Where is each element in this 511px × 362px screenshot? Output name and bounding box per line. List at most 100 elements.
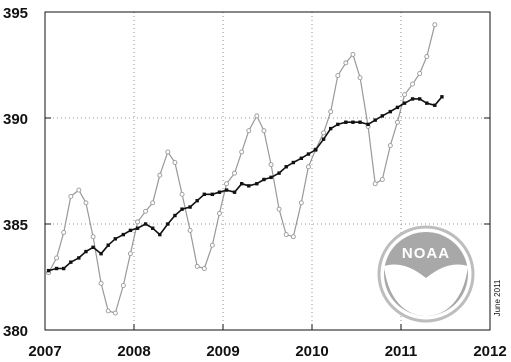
- trend-point: [440, 95, 444, 99]
- trend-point: [84, 249, 88, 254]
- seasonal-point: [402, 92, 408, 98]
- trend-point: [306, 152, 311, 156]
- seasonal-point: [417, 71, 423, 76]
- seasonal-point: [261, 128, 267, 134]
- grid: [45, 12, 490, 330]
- trend-point: [417, 97, 422, 101]
- trend-point: [195, 198, 199, 203]
- trend-point: [173, 213, 177, 218]
- trend-point: [269, 175, 273, 180]
- seasonal-point: [194, 263, 200, 269]
- seasonal-point: [216, 210, 222, 216]
- trend-point: [380, 114, 385, 118]
- trend-point: [106, 243, 110, 247]
- trend-point: [366, 122, 370, 127]
- x-tick-label: 2009: [206, 343, 239, 360]
- trend-point: [46, 268, 51, 273]
- trend-point: [328, 126, 333, 131]
- trend-point: [395, 105, 400, 110]
- seasonal-point: [83, 200, 89, 206]
- seasonal-point: [298, 200, 304, 206]
- trend-point: [188, 205, 192, 209]
- trend-point: [344, 120, 348, 124]
- y-tick-label: 380: [3, 323, 28, 340]
- trend-point: [166, 222, 170, 226]
- trend-point: [54, 266, 59, 271]
- seasonal-point: [394, 119, 400, 125]
- seasonal-point: [112, 310, 118, 316]
- series-layer: [46, 22, 444, 316]
- seasonal-point: [179, 191, 185, 197]
- y-tick-label: 390: [3, 111, 28, 128]
- trend-point: [313, 148, 318, 152]
- seasonal-point: [187, 227, 193, 233]
- seasonal-point: [105, 308, 111, 314]
- seasonal-point: [268, 162, 274, 168]
- trend-point: [210, 192, 215, 197]
- trend-point: [410, 97, 415, 101]
- trend-point: [284, 165, 288, 169]
- seasonal-point: [432, 22, 438, 28]
- seasonal-point: [410, 81, 416, 87]
- seasonal-point: [350, 51, 356, 57]
- trend-point: [143, 222, 148, 226]
- seasonal-point: [165, 149, 171, 155]
- trend-point: [150, 226, 155, 230]
- seasonal-point: [90, 234, 96, 240]
- seasonal-point: [276, 206, 282, 212]
- seasonal-point: [372, 181, 378, 187]
- trend-point: [158, 232, 162, 237]
- seasonal-point: [379, 177, 385, 182]
- trend-point: [77, 256, 81, 260]
- noaa-logo: NOAA: [377, 225, 475, 323]
- seasonal-point: [239, 149, 245, 155]
- seasonal-point: [172, 160, 178, 165]
- seasonal-point: [335, 73, 341, 79]
- seasonal-point: [98, 280, 104, 286]
- seasonal-point: [387, 143, 393, 149]
- tick-labels: 2007 2008 2009 2010 2011 2012 380 385 390 395: [3, 5, 507, 360]
- trend-point: [128, 228, 133, 233]
- x-tick-label: 2011: [385, 343, 418, 360]
- seasonal-point: [254, 113, 260, 119]
- seasonal-point: [328, 109, 334, 115]
- seasonal-point: [290, 234, 296, 240]
- trend-point: [299, 156, 304, 160]
- seasonal-point: [232, 170, 238, 176]
- trend-point: [202, 192, 207, 197]
- seasonal-point: [224, 181, 230, 187]
- trend-point: [69, 260, 73, 264]
- trend-point: [425, 101, 429, 105]
- seasonal-point: [209, 242, 215, 248]
- ticks: [44, 11, 491, 331]
- seasonal-point: [135, 219, 141, 225]
- x-tick-label: 2012: [473, 343, 506, 360]
- trend-point: [262, 177, 266, 182]
- seasonal-point: [120, 283, 126, 288]
- trend-point: [180, 207, 184, 211]
- trend-point: [224, 188, 229, 192]
- y-tick-label: 395: [3, 5, 28, 22]
- trend-point: [232, 190, 237, 194]
- seasonal-point: [343, 60, 349, 66]
- trend-point: [373, 118, 377, 122]
- trend-point: [321, 137, 326, 141]
- trend-point: [291, 160, 296, 165]
- trend-point: [358, 120, 362, 124]
- trend-point: [388, 109, 393, 114]
- seasonal-point: [283, 232, 289, 238]
- seasonal-point: [68, 193, 74, 199]
- trend-point: [135, 226, 140, 230]
- trend-point: [61, 266, 66, 271]
- seasonal-point: [201, 266, 207, 271]
- seasonal-point: [157, 172, 163, 178]
- noaa-logo-text: NOAA: [402, 245, 450, 262]
- trend-point: [402, 101, 407, 105]
- trend-point: [336, 122, 340, 127]
- trend-point: [351, 120, 355, 124]
- trend-point: [99, 251, 103, 256]
- x-tick-label: 2008: [117, 343, 150, 360]
- y-tick-label: 385: [3, 217, 28, 234]
- seasonal-point: [61, 230, 67, 235]
- seasonal-point: [54, 255, 60, 261]
